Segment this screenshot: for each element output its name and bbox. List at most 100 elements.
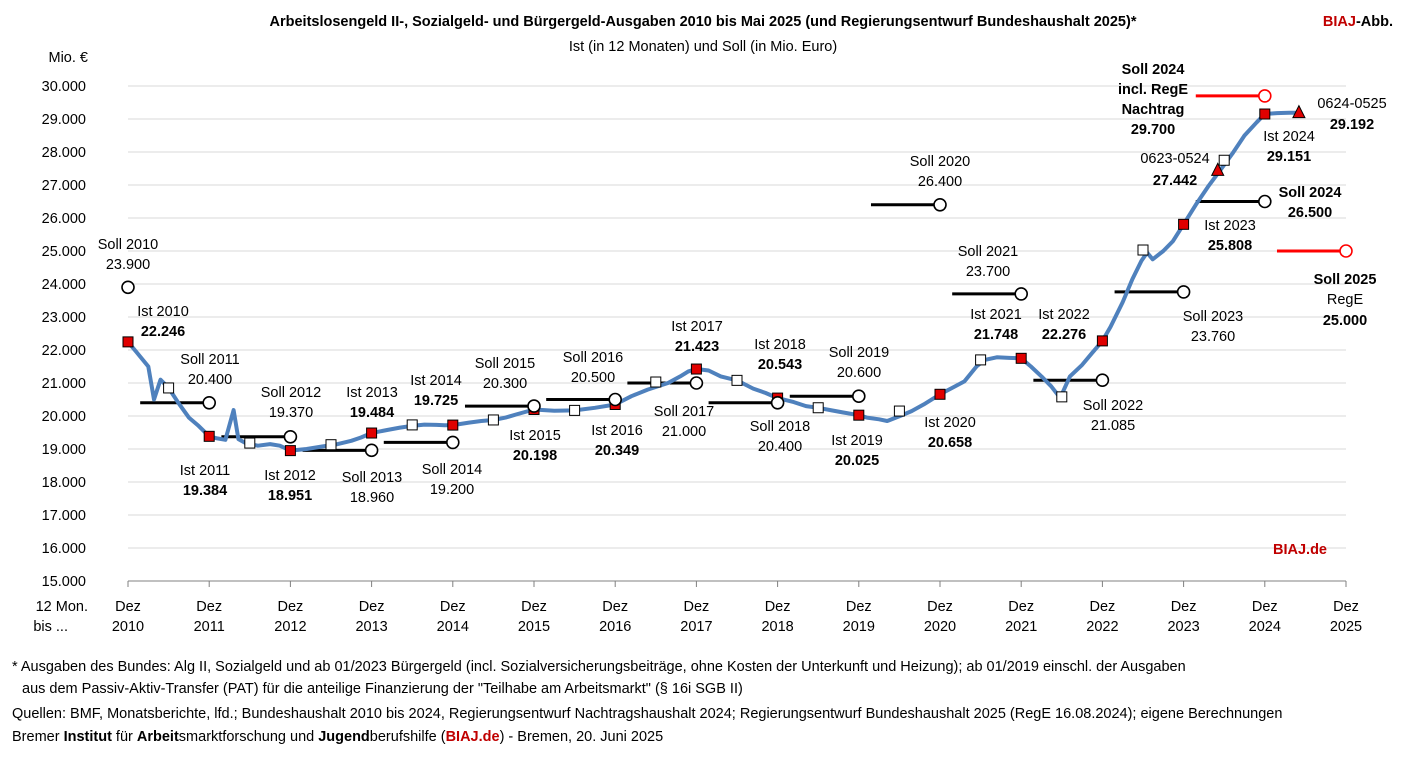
soll-value: 26.500 — [1288, 205, 1332, 221]
ist-value: 29.151 — [1267, 149, 1311, 165]
x-tick-label-year: 2022 — [1086, 619, 1118, 635]
ist-marker — [853, 409, 865, 421]
ist-marker — [1096, 335, 1108, 347]
ist-value: 22.246 — [141, 324, 185, 340]
x-corner-label-2: bis ... — [33, 619, 68, 635]
soll-value: 18.960 — [350, 490, 394, 506]
markers — [121, 89, 1353, 458]
soll-marker — [1014, 287, 1029, 301]
soll-marker — [851, 389, 866, 404]
soll-marker — [1176, 285, 1191, 299]
soll-marker — [1258, 194, 1272, 209]
ist-value: 25.808 — [1208, 238, 1252, 254]
x-tick-label-year: 2018 — [761, 619, 793, 635]
x-tick-label-month: Dez — [1008, 599, 1034, 615]
midyear-marker — [650, 376, 662, 388]
ist-label: Ist 2024 — [1263, 129, 1315, 145]
credit-line: Bremer Institut für Arbeitsmarktforschun… — [12, 726, 663, 748]
soll-label: Soll 2018 — [750, 419, 810, 435]
y-tick-label: 27.000 — [42, 178, 86, 194]
midyear-marker — [487, 414, 499, 426]
x-tick-label-month: Dez — [846, 599, 872, 615]
y-tick-label: 29.000 — [42, 112, 86, 128]
midyear-marker — [1218, 154, 1230, 166]
soll-marker — [202, 395, 216, 410]
soll-marker-red — [1339, 244, 1353, 258]
soll-label: Soll 2011 — [180, 352, 239, 368]
soll-label: Soll 2013 — [342, 470, 402, 486]
soll-value: 26.400 — [918, 174, 962, 190]
soll-value: 23.700 — [966, 264, 1010, 280]
footnote-2: aus dem Passiv-Aktiv-Transfer (PAT) für … — [22, 681, 743, 697]
ist-marker — [203, 430, 215, 442]
midyear-marker — [731, 374, 743, 386]
x-tick-label-year: 2012 — [274, 619, 306, 635]
soll-label: Soll 2024 — [1279, 185, 1342, 201]
y-tick-label: 16.000 — [42, 541, 86, 557]
midyear-marker — [163, 382, 175, 394]
soll-value: 20.500 — [571, 370, 615, 386]
triangle-value: 27.442 — [1153, 173, 1197, 189]
x-tick-label-month: Dez — [1090, 599, 1116, 615]
x-tick-label-month: Dez — [278, 599, 304, 615]
triangle-marker — [1210, 162, 1225, 176]
brand-red: BIAJ — [1323, 14, 1356, 30]
soll-red-label: Nachtrag — [1122, 102, 1185, 118]
ist-label: Ist 2016 — [591, 423, 643, 439]
credit-f: Jugend — [318, 729, 370, 745]
triangle-label: 0623-0524 — [1140, 151, 1209, 167]
x-tick-label-month: Dez — [1252, 599, 1278, 615]
x-tick-label-year: 2014 — [437, 619, 469, 635]
footnote-1: * Ausgaben des Bundes: Alg II, Sozialgel… — [12, 659, 1186, 675]
soll-marker — [364, 443, 379, 458]
y-tick-label: 19.000 — [42, 442, 86, 458]
ist-value: 22.276 — [1042, 327, 1086, 343]
ist-label: Ist 2021 — [970, 307, 1022, 323]
ist-marker — [690, 363, 702, 375]
midyear-marker — [893, 405, 905, 417]
y-tick-label: 21.000 — [42, 376, 86, 392]
ist-value: 18.951 — [268, 488, 312, 504]
midyear-marker — [975, 354, 987, 366]
x-tick-label-month: Dez — [1333, 599, 1359, 615]
ist-label: Ist 2014 — [410, 373, 462, 389]
soll-label: Soll 2020 — [910, 154, 970, 170]
soll-marker — [608, 392, 623, 407]
y-tick-label: 25.000 — [42, 244, 86, 260]
ist-label: Ist 2023 — [1204, 218, 1256, 234]
y-tick-label: 15.000 — [42, 574, 86, 590]
ist-label: Ist 2013 — [346, 385, 398, 401]
credit-link[interactable]: BIAJ.de — [445, 729, 500, 745]
soll-value: 20.400 — [758, 439, 802, 455]
ist-label: Ist 2017 — [671, 319, 723, 335]
x-tick-label-month: Dez — [684, 599, 710, 615]
chart-subtitle: Ist (in 12 Monaten) und Soll (in Mio. Eu… — [569, 39, 837, 55]
credit-d: Arbeit — [136, 729, 179, 745]
x-tick-label-month: Dez — [115, 599, 141, 615]
x-tick-label-year: 2015 — [518, 619, 550, 635]
x-tick-labels: Dez 2010 Dez 2011 Dez 2012 Dez 2013 Dez 2014 Dez 20… — [112, 599, 1362, 635]
y-tick-label: 18.000 — [42, 475, 86, 491]
x-tick-label-month: Dez — [359, 599, 385, 615]
ist-marker — [1178, 218, 1190, 230]
soll-red-label: Soll 2024 — [1122, 62, 1185, 78]
y-tick-label: 20.000 — [42, 409, 86, 425]
ist-value: 19.384 — [183, 483, 227, 499]
x-tick-label-year: 2025 — [1330, 619, 1362, 635]
soll-red-label: Soll 2025 — [1314, 272, 1377, 288]
soll-value: 19.200 — [430, 482, 474, 498]
ist-value: 20.025 — [835, 453, 879, 469]
data-labels: Ist 2010 22.246 Ist 2011 19.384 Ist 2012 18.9… — [98, 62, 1387, 506]
x-tick-label-year: 2020 — [924, 619, 956, 635]
soll-label: Soll 2014 — [422, 462, 482, 478]
soll-label: Soll 2019 — [829, 345, 889, 361]
credit-c: für — [111, 729, 137, 745]
x-tick-label-month: Dez — [1171, 599, 1197, 615]
midyear-marker — [244, 437, 256, 449]
ist-label: Ist 2022 — [1038, 307, 1090, 323]
soll-label: Soll 2010 — [98, 237, 158, 253]
x-tick-label-month: Dez — [521, 599, 547, 615]
soll-value: 19.370 — [269, 405, 313, 421]
x-tick-label-month: Dez — [927, 599, 953, 615]
soll-label: Soll 2023 — [1183, 309, 1243, 325]
